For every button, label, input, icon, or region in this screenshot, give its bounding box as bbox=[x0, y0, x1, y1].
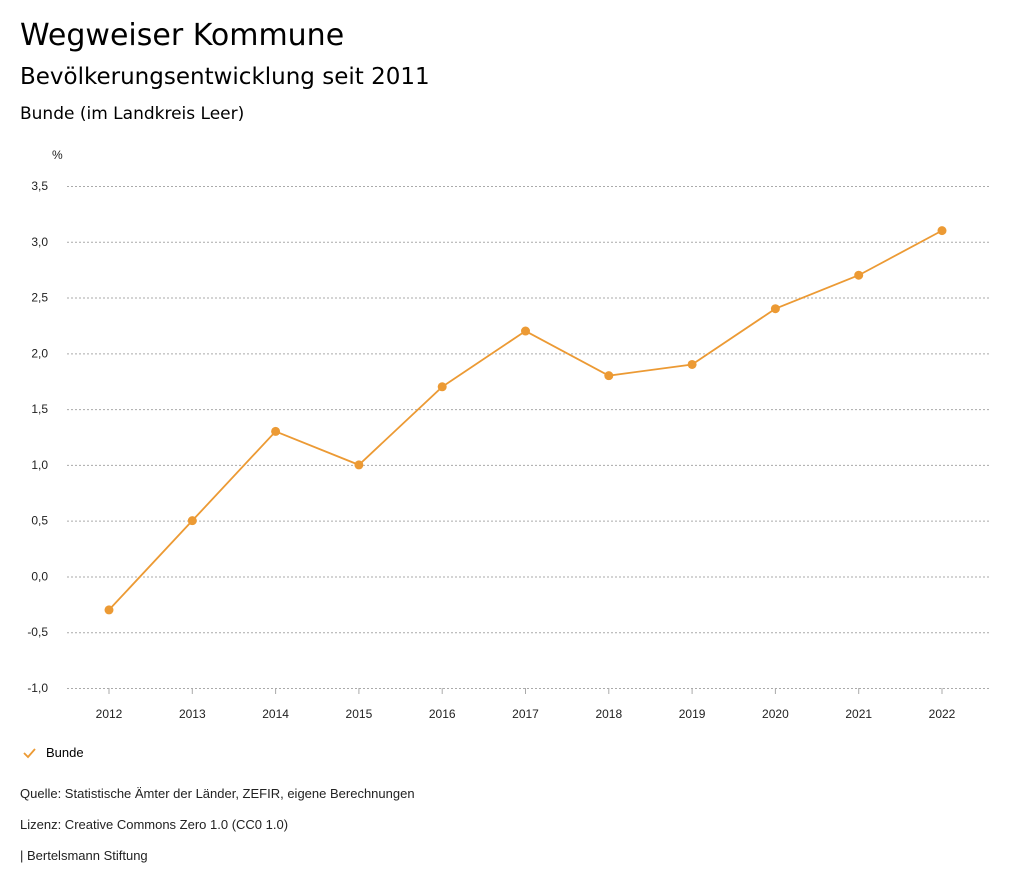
data-point bbox=[854, 270, 864, 280]
x-tick-label: 2016 bbox=[429, 707, 456, 721]
x-tick-label: 2013 bbox=[179, 707, 206, 721]
data-point bbox=[770, 304, 780, 314]
y-tick-label: 2,5 bbox=[31, 291, 48, 305]
x-tick-label: 2021 bbox=[845, 707, 872, 721]
y-tick-label: 2,0 bbox=[31, 346, 48, 360]
publisher-text: | Bertelsmann Stiftung bbox=[20, 848, 148, 863]
data-point bbox=[521, 326, 530, 336]
y-tick-label: -1,0 bbox=[27, 681, 48, 695]
source-text: Quelle: Statistische Ämter der Länder, Z… bbox=[20, 786, 415, 801]
region-name: Bunde (im Landkreis Leer) bbox=[20, 104, 245, 124]
y-tick-label: -0,5 bbox=[27, 625, 48, 639]
data-point bbox=[437, 382, 447, 392]
x-tick-label: 2014 bbox=[262, 707, 289, 721]
y-tick-label: 0,5 bbox=[31, 514, 48, 528]
series-line bbox=[108, 229, 943, 611]
y-tick-label: 0,0 bbox=[31, 569, 48, 583]
x-tick-label: 2020 bbox=[762, 707, 789, 721]
data-point bbox=[187, 516, 197, 526]
chart-title: Bevölkerungsentwicklung seit 2011 bbox=[20, 64, 430, 90]
license-text: Lizenz: Creative Commons Zero 1.0 (CC0 1… bbox=[20, 817, 289, 832]
y-tick-label: 3,5 bbox=[31, 179, 48, 193]
app-title: Wegweiser Kommune bbox=[20, 18, 345, 53]
x-tick-label: 2019 bbox=[679, 707, 706, 721]
x-tick-label: 2015 bbox=[346, 707, 373, 721]
x-tick-label: 2022 bbox=[929, 707, 956, 721]
x-tick-label: 2012 bbox=[96, 707, 123, 721]
y-tick-label: 3,0 bbox=[31, 235, 48, 249]
data-point bbox=[687, 359, 697, 369]
data-point bbox=[604, 371, 614, 381]
y-tick-label: 1,5 bbox=[31, 402, 48, 416]
data-point bbox=[937, 226, 947, 236]
line-chart: % 3,5 3,0 2,5 2,0 1,5 1,0 0,5 0,0 -0,5 -1,0 2012 201… bbox=[27, 148, 990, 721]
legend-item-bunde[interactable]: Bunde bbox=[22, 745, 84, 760]
y-axis-unit: % bbox=[52, 148, 63, 162]
check-icon bbox=[23, 747, 36, 758]
x-tick-label: 2017 bbox=[512, 707, 539, 721]
legend-label: Bunde bbox=[46, 745, 84, 760]
data-point bbox=[354, 460, 364, 470]
x-tick-label: 2018 bbox=[595, 707, 622, 721]
y-tick-label: 1,0 bbox=[31, 458, 48, 472]
data-point bbox=[271, 426, 281, 436]
data-point bbox=[104, 605, 114, 615]
